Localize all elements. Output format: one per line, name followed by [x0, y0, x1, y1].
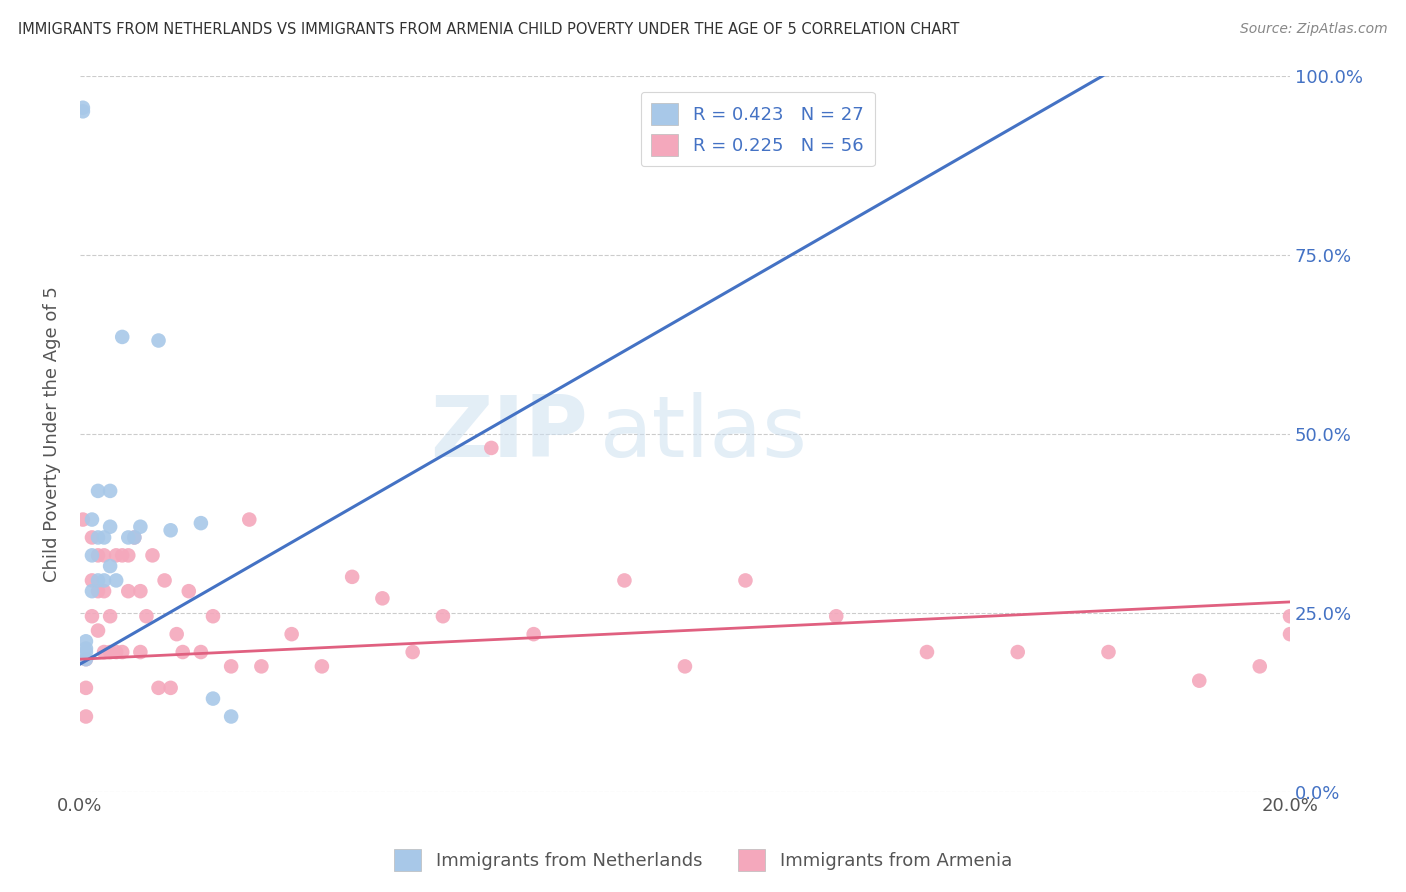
Point	[93, 584, 115, 599]
Point	[72, 512, 94, 526]
Point	[111, 549, 134, 563]
Point	[479, 441, 502, 455]
Point	[177, 584, 200, 599]
Point	[75, 652, 97, 666]
Point	[117, 549, 139, 563]
Point	[238, 512, 260, 526]
Point	[93, 645, 115, 659]
Point	[190, 516, 212, 530]
Point	[105, 574, 128, 588]
Point	[105, 549, 128, 563]
Point	[87, 531, 110, 545]
Point	[72, 104, 94, 119]
Point	[613, 574, 636, 588]
Point	[201, 609, 224, 624]
Point	[153, 574, 176, 588]
Point	[1007, 645, 1029, 659]
Y-axis label: Child Poverty Under the Age of 5: Child Poverty Under the Age of 5	[44, 285, 60, 582]
Point	[117, 531, 139, 545]
Point	[201, 691, 224, 706]
Point	[280, 627, 302, 641]
Point	[87, 584, 110, 599]
Point	[117, 584, 139, 599]
Point	[75, 645, 97, 659]
Point	[166, 627, 188, 641]
Point	[135, 609, 157, 624]
Point	[87, 574, 110, 588]
Point	[734, 574, 756, 588]
Point	[98, 519, 121, 533]
Point	[75, 709, 97, 723]
Point	[75, 652, 97, 666]
Point	[75, 634, 97, 648]
Point	[93, 531, 115, 545]
Point	[250, 659, 273, 673]
Legend: Immigrants from Netherlands, Immigrants from Armenia: Immigrants from Netherlands, Immigrants …	[387, 842, 1019, 879]
Point	[80, 609, 103, 624]
Point	[148, 334, 170, 348]
Point	[80, 549, 103, 563]
Text: IMMIGRANTS FROM NETHERLANDS VS IMMIGRANTS FROM ARMENIA CHILD POVERTY UNDER THE A: IMMIGRANTS FROM NETHERLANDS VS IMMIGRANT…	[18, 22, 960, 37]
Point	[93, 574, 115, 588]
Point	[75, 681, 97, 695]
Point	[98, 559, 121, 574]
Point	[111, 645, 134, 659]
Point	[340, 570, 363, 584]
Point	[80, 512, 103, 526]
Point	[87, 549, 110, 563]
Point	[371, 591, 394, 606]
Point	[219, 709, 242, 723]
Point	[190, 645, 212, 659]
Point	[311, 659, 333, 673]
Point	[124, 531, 146, 545]
Point	[432, 609, 454, 624]
Point	[124, 531, 146, 545]
Point	[159, 523, 181, 537]
Point	[401, 645, 423, 659]
Point	[673, 659, 696, 673]
Point	[98, 609, 121, 624]
Point	[172, 645, 194, 659]
Point	[87, 624, 110, 638]
Text: ZIP: ZIP	[430, 392, 588, 475]
Point	[129, 645, 152, 659]
Point	[98, 645, 121, 659]
Point	[75, 641, 97, 656]
Legend: R = 0.423   N = 27, R = 0.225   N = 56: R = 0.423 N = 27, R = 0.225 N = 56	[641, 92, 875, 167]
Point	[1279, 609, 1302, 624]
Point	[915, 645, 938, 659]
Point	[80, 584, 103, 599]
Point	[159, 681, 181, 695]
Point	[141, 549, 163, 563]
Point	[825, 609, 848, 624]
Point	[105, 645, 128, 659]
Point	[1279, 627, 1302, 641]
Point	[1249, 659, 1271, 673]
Point	[1097, 645, 1119, 659]
Point	[93, 549, 115, 563]
Point	[1188, 673, 1211, 688]
Point	[219, 659, 242, 673]
Point	[72, 101, 94, 115]
Point	[129, 584, 152, 599]
Point	[87, 483, 110, 498]
Point	[98, 483, 121, 498]
Text: atlas: atlas	[600, 392, 808, 475]
Point	[80, 574, 103, 588]
Point	[80, 531, 103, 545]
Point	[523, 627, 546, 641]
Point	[111, 330, 134, 344]
Point	[148, 681, 170, 695]
Text: Source: ZipAtlas.com: Source: ZipAtlas.com	[1240, 22, 1388, 37]
Point	[129, 519, 152, 533]
